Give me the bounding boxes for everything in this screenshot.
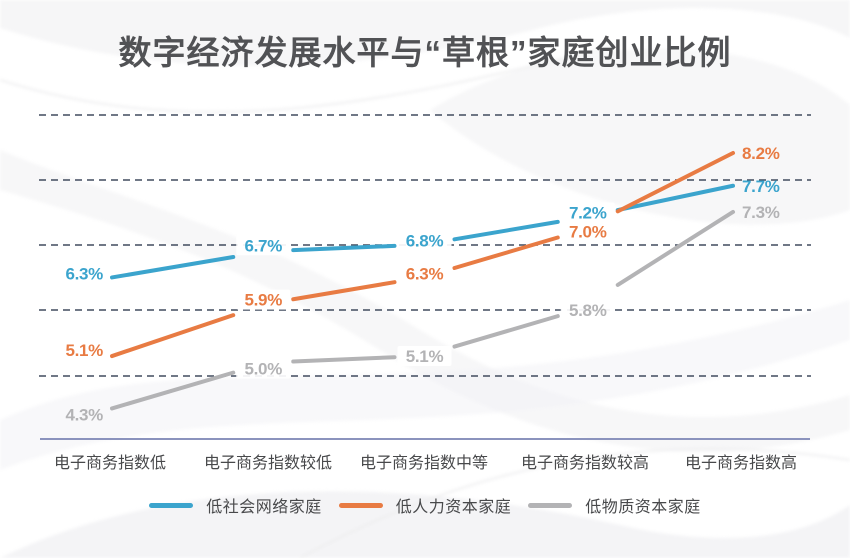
x-axis-label: 电子商务指数较高 <box>521 454 649 472</box>
legend-item-1: 低人力资本家庭 <box>338 493 512 517</box>
data-point-label: 4.3% <box>65 405 103 424</box>
data-point-label: 8.2% <box>742 144 780 163</box>
series-line-segment <box>291 280 397 302</box>
label-backing <box>560 221 615 242</box>
label-backing <box>397 230 452 251</box>
series-line-segment <box>291 243 397 253</box>
x-axis-label: 电子商务指数较低 <box>204 454 332 472</box>
chart-legend: 低社会网络家庭 低人力资本家庭 低物质资本家庭 <box>0 493 850 517</box>
series-line-segment <box>291 355 397 364</box>
data-point-label: 5.1% <box>65 341 103 360</box>
label-backing <box>236 358 291 379</box>
series-line-segment <box>615 183 735 213</box>
legend-item-0: 低社会网络家庭 <box>149 493 322 517</box>
chart-title: 数字经济发展水平与“草根”家庭创业比例 <box>118 34 732 71</box>
series-line-segment <box>110 313 236 359</box>
series-line-segment <box>452 314 560 349</box>
legend-label: 低人力资本家庭 <box>395 499 512 516</box>
series-line-segment <box>615 209 735 287</box>
label-backing <box>397 263 452 284</box>
data-point-label: 7.0% <box>569 223 607 242</box>
legend-swatch-icon <box>528 502 573 508</box>
data-point-label: 7.2% <box>569 204 607 223</box>
data-point-label: 6.7% <box>244 236 282 255</box>
data-point-label: 7.3% <box>742 203 780 222</box>
series-line-segment <box>452 219 560 242</box>
label-backing <box>560 300 615 321</box>
label-backing <box>397 346 452 367</box>
x-axis-label: 电子商务指数低 <box>54 454 166 472</box>
data-point-label: 7.7% <box>742 177 780 196</box>
legend-swatch-icon <box>338 502 383 508</box>
data-point-label: 6.3% <box>65 264 103 283</box>
label-backing <box>236 289 291 310</box>
legend-swatch-icon <box>149 502 194 508</box>
data-point-label: 5.9% <box>244 291 282 310</box>
legend-item-2: 低物质资本家庭 <box>528 493 701 517</box>
data-point-label: 5.1% <box>406 347 444 366</box>
x-axis-label: 电子商务指数中等 <box>360 454 488 472</box>
legend-label: 低物质资本家庭 <box>585 499 701 516</box>
series-line-segment <box>110 254 236 280</box>
data-point-label: 6.3% <box>406 264 444 283</box>
series-line-segment <box>452 235 560 270</box>
data-point-label: 5.0% <box>244 360 282 379</box>
data-point-label: 6.8% <box>406 232 444 251</box>
series-line-segment <box>615 151 735 214</box>
series-line-segment <box>110 370 236 411</box>
x-axis-label: 电子商务指数高 <box>685 454 797 472</box>
label-backing <box>236 235 291 256</box>
legend-label: 低社会网络家庭 <box>206 499 322 516</box>
data-point-label: 5.8% <box>569 301 607 320</box>
label-backing <box>560 202 615 223</box>
